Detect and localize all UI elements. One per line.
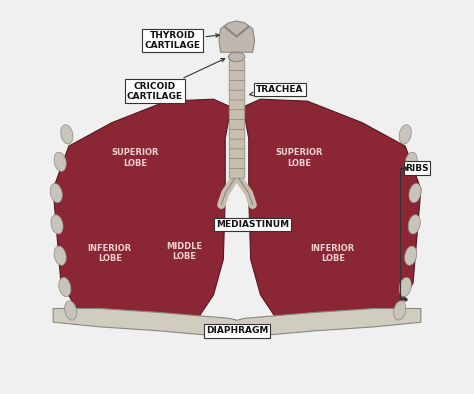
Text: THYROID
CARTILAGE: THYROID CARTILAGE bbox=[145, 31, 219, 50]
Ellipse shape bbox=[228, 52, 245, 61]
Ellipse shape bbox=[64, 301, 77, 320]
Polygon shape bbox=[219, 21, 255, 52]
FancyBboxPatch shape bbox=[229, 110, 245, 119]
Ellipse shape bbox=[399, 125, 411, 144]
Polygon shape bbox=[53, 99, 231, 326]
Ellipse shape bbox=[50, 184, 63, 203]
FancyBboxPatch shape bbox=[229, 60, 245, 71]
Ellipse shape bbox=[61, 125, 73, 144]
FancyBboxPatch shape bbox=[404, 161, 430, 175]
Ellipse shape bbox=[51, 215, 63, 234]
Text: MEDIASTINUM: MEDIASTINUM bbox=[216, 220, 289, 229]
Ellipse shape bbox=[54, 152, 66, 171]
Ellipse shape bbox=[408, 215, 420, 234]
Text: TRACHEA: TRACHEA bbox=[250, 85, 304, 96]
FancyBboxPatch shape bbox=[229, 100, 245, 110]
Ellipse shape bbox=[409, 184, 421, 203]
Ellipse shape bbox=[54, 246, 66, 265]
Ellipse shape bbox=[59, 277, 71, 297]
Text: INFERIOR
LOBE: INFERIOR LOBE bbox=[311, 244, 355, 264]
FancyBboxPatch shape bbox=[229, 70, 245, 80]
FancyBboxPatch shape bbox=[229, 119, 245, 129]
Ellipse shape bbox=[405, 246, 417, 265]
Text: RIBS: RIBS bbox=[405, 164, 429, 173]
FancyBboxPatch shape bbox=[229, 139, 245, 149]
Polygon shape bbox=[243, 99, 421, 326]
FancyBboxPatch shape bbox=[229, 129, 245, 139]
Text: SUPERIOR
LOBE: SUPERIOR LOBE bbox=[111, 148, 159, 167]
FancyBboxPatch shape bbox=[229, 168, 245, 178]
Text: INFERIOR
LOBE: INFERIOR LOBE bbox=[88, 244, 132, 264]
Text: DIAPHRAGM: DIAPHRAGM bbox=[206, 326, 268, 335]
FancyBboxPatch shape bbox=[229, 158, 245, 169]
Text: SUPERIOR
LOBE: SUPERIOR LOBE bbox=[276, 148, 323, 167]
FancyBboxPatch shape bbox=[229, 90, 245, 100]
Ellipse shape bbox=[394, 301, 406, 320]
Ellipse shape bbox=[405, 152, 417, 171]
FancyBboxPatch shape bbox=[229, 149, 245, 159]
Ellipse shape bbox=[399, 277, 411, 297]
Polygon shape bbox=[53, 309, 421, 338]
Text: CRICOID
CARTILAGE: CRICOID CARTILAGE bbox=[127, 59, 225, 101]
Text: MIDDLE
LOBE: MIDDLE LOBE bbox=[166, 242, 202, 262]
FancyBboxPatch shape bbox=[229, 80, 245, 90]
